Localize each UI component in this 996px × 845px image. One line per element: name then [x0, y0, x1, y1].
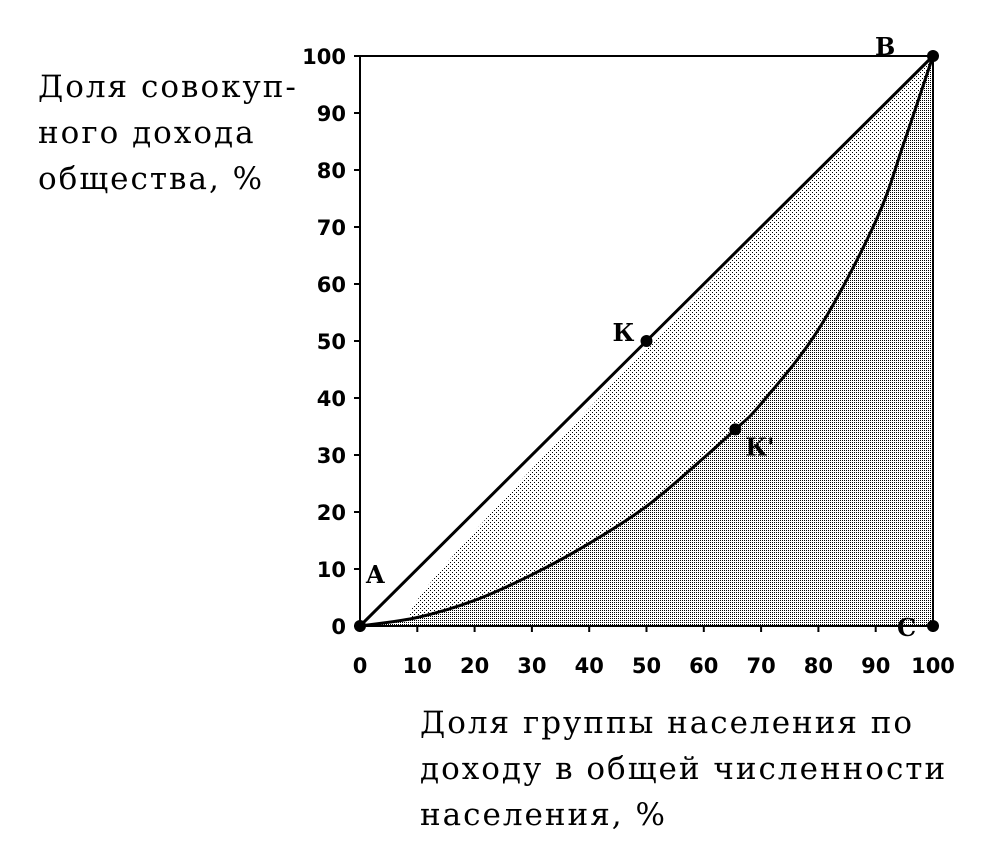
- x-axis-title-line: Доля группы населения по: [420, 705, 915, 741]
- plot-area: 0 10 20 30 40 50 60 70 80 90 100 0 10 20 30 40 50 60 70 80 9…: [302, 32, 955, 678]
- x-axis-title-line: доходу в общей численности: [420, 751, 948, 787]
- x-axis-title: Доля группы населения по доходу в общей …: [420, 700, 947, 838]
- y-tick-label: 90: [317, 102, 346, 126]
- point-label: К': [745, 432, 774, 461]
- y-axis-title: Доля совокуп- ного дохода общества, %: [38, 64, 298, 202]
- y-tick-label: 60: [317, 273, 346, 297]
- x-tick-label: 30: [517, 654, 546, 678]
- y-axis-title-line: Доля совокуп-: [38, 69, 298, 105]
- point-label: B: [875, 32, 895, 61]
- x-tick-label: 70: [746, 654, 775, 678]
- x-tick-label: 10: [403, 654, 432, 678]
- point-marker: [640, 335, 653, 347]
- point-marker: [927, 620, 939, 632]
- y-tick-label: 0: [331, 615, 346, 639]
- lorenz-curve: [359, 55, 935, 628]
- y-tick-label: 10: [317, 558, 346, 582]
- point-marker: [927, 50, 939, 62]
- point-marker: [729, 423, 742, 436]
- x-tick-label: 0: [353, 654, 368, 678]
- y-axis-title-line: ного дохода: [38, 115, 256, 151]
- x-axis-title-line: населения, %: [420, 797, 667, 833]
- x-tick-label: 60: [689, 654, 718, 678]
- y-tick-label: 50: [317, 330, 346, 354]
- x-tick-label: 50: [632, 654, 661, 678]
- point-label: A: [365, 560, 385, 589]
- y-tick-label: 100: [302, 45, 346, 69]
- y-tick-label: 30: [317, 444, 346, 468]
- area-under-curve: [360, 56, 933, 626]
- x-tick-label: 20: [460, 654, 489, 678]
- x-tick-label: 40: [575, 654, 604, 678]
- x-tick-label: 90: [861, 654, 890, 678]
- y-tick-label: 80: [317, 159, 346, 183]
- x-tick-label: 100: [911, 654, 955, 678]
- y-axis-title-line: общества, %: [38, 161, 265, 197]
- y-tick-label: 70: [317, 216, 346, 240]
- y-tick-label: 40: [317, 387, 346, 411]
- y-tick-label: 20: [317, 501, 346, 525]
- point-label: К: [613, 318, 635, 347]
- point-label: C: [897, 613, 916, 642]
- point-marker: [354, 620, 366, 632]
- x-tick-label: 80: [804, 654, 833, 678]
